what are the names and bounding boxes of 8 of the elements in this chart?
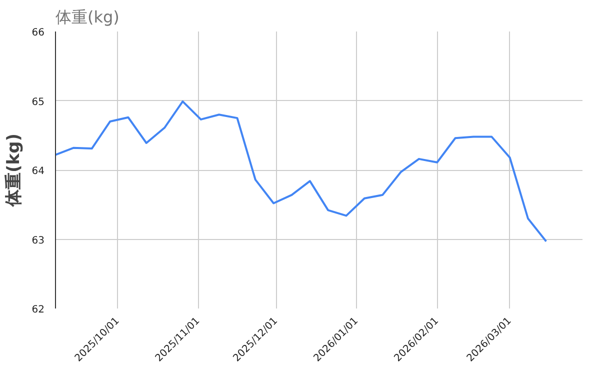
y-tick-label: 65	[32, 96, 45, 108]
y-tick-label: 66	[32, 28, 45, 38]
line-series	[56, 100, 548, 242]
y-axis-title: 体重(kg)	[4, 133, 24, 208]
y-tick-label: 64	[32, 166, 45, 177]
y-tick-label: 63	[32, 235, 45, 246]
chart-title: 体重(kg)	[56, 8, 120, 26]
y-tick-label: 62	[32, 304, 45, 316]
